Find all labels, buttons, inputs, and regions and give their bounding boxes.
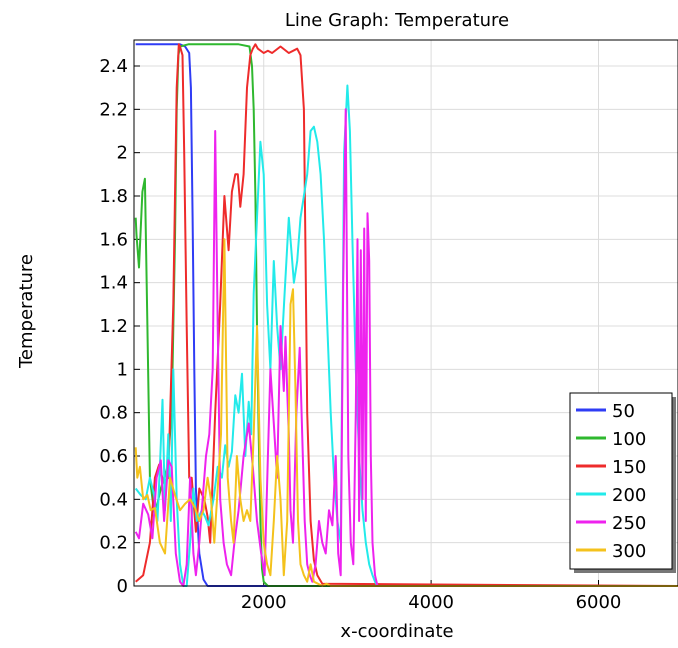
legend-label-150: 150: [612, 457, 646, 478]
legend: 50 100 150 200 250 300: [569, 392, 676, 573]
y-tick-label: 2.2: [99, 99, 128, 120]
series-line-150: [135, 43, 678, 587]
x-tick-label: 4000: [408, 592, 454, 613]
y-tick-label: 1.6: [99, 229, 128, 250]
grid: [134, 40, 678, 587]
chart-title: Line Graph: Temperature: [285, 10, 509, 31]
x-axis-ticks: 2000 4000 6000: [241, 580, 622, 613]
plot-frame: [133, 39, 678, 587]
y-tick-label: 1.2: [99, 316, 128, 337]
y-tick-label: 0.2: [99, 533, 128, 554]
legend-label-200: 200: [612, 485, 646, 506]
series-line-300: [134, 238, 678, 587]
legend-box: [569, 392, 673, 570]
legend-label-300: 300: [612, 541, 646, 562]
y-tick-label: 0: [117, 576, 128, 597]
y-axis-label: Temperature: [16, 254, 37, 369]
x-tick-label: 6000: [576, 592, 622, 613]
series-line-250: [134, 108, 678, 587]
legend-label-100: 100: [612, 429, 646, 450]
x-axis-label: x-coordinate: [340, 621, 453, 642]
y-tick-label: 0.6: [99, 446, 128, 467]
y-axis-ticks: 0 0.2 0.4 0.6 0.8 1 1.2 1.4 1.6 1.8 2 2.2 2.4: [99, 56, 140, 597]
legend-items: 50 100 150 200 250 300: [576, 401, 646, 562]
legend-label-50: 50: [612, 401, 635, 422]
legend-label-250: 250: [612, 513, 646, 534]
y-tick-label: 2.4: [99, 56, 128, 77]
y-tick-label: 0.8: [99, 403, 128, 424]
y-tick-label: 0.4: [99, 489, 128, 510]
y-tick-label: 1.4: [99, 273, 128, 294]
x-tick-label: 2000: [241, 592, 287, 613]
y-tick-label: 1: [117, 359, 128, 380]
y-tick-label: 2: [117, 143, 128, 164]
y-tick-label: 1.8: [99, 186, 128, 207]
